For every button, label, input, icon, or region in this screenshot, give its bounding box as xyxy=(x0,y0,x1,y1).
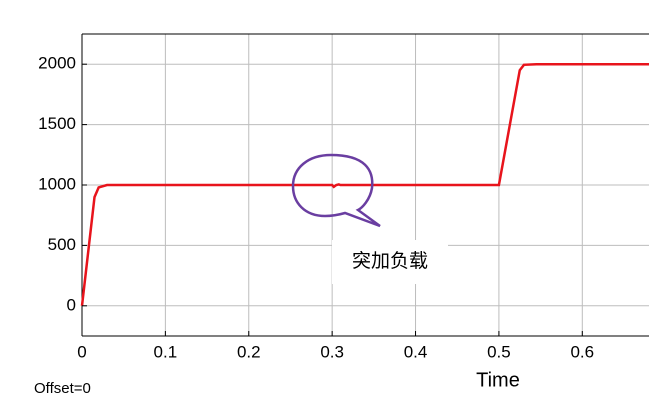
x-tick-label: 0.1 xyxy=(154,342,178,361)
callout xyxy=(291,153,381,228)
y-tick-label: 1500 xyxy=(38,114,76,133)
y-tick-label: 1000 xyxy=(38,174,76,193)
x-tick-label: 0.2 xyxy=(237,342,261,361)
x-tick-label: 0 xyxy=(77,342,86,361)
x-tick-label: 0.6 xyxy=(570,342,594,361)
footer: Offset=0 xyxy=(34,380,91,397)
y-tick-label: 2000 xyxy=(38,54,76,73)
data-line xyxy=(80,62,649,306)
lines xyxy=(80,62,649,306)
x-tick-label: 0.4 xyxy=(404,342,428,361)
x-tick-label: 0.3 xyxy=(320,342,344,361)
y-tick-label: 0 xyxy=(67,295,76,314)
x-tick-label: 0.5 xyxy=(487,342,511,361)
y-tick-label: 500 xyxy=(48,235,76,254)
x-axis-label: Time xyxy=(476,369,520,391)
annotation-box xyxy=(332,240,448,284)
annotation: 突加负载 xyxy=(352,250,428,272)
